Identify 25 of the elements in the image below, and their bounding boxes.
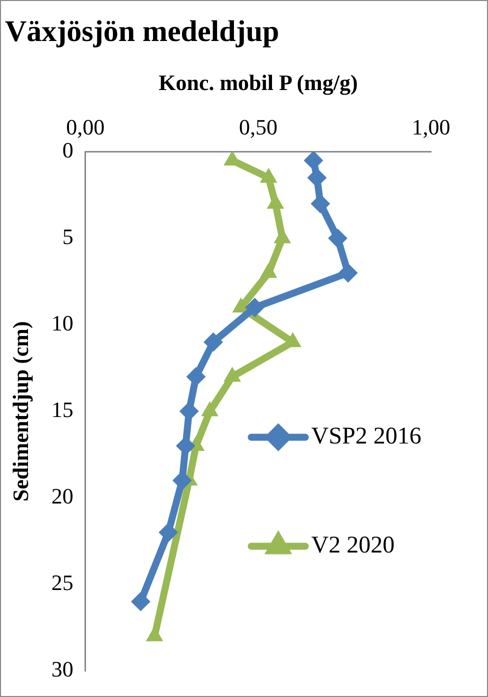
point: [245, 298, 264, 317]
y-axis-title: Sedimentdjup (cm): [8, 321, 33, 502]
point: [310, 194, 330, 214]
point: [338, 263, 358, 282]
y-tick-label: 10: [51, 310, 74, 336]
point: [158, 522, 178, 542]
point: [131, 592, 150, 612]
legend-label: V2 2020: [311, 532, 395, 559]
legend-label: VSP2 2016: [311, 424, 422, 450]
x-tick-label: 0,50: [238, 114, 278, 140]
point: [260, 168, 277, 183]
y-tick-label: 15: [51, 397, 74, 422]
point: [304, 152, 323, 170]
x-axis-title: Konc. mobil P (mg/g): [158, 70, 358, 95]
y-tick-label: 5: [62, 224, 74, 250]
y-tick-label: 20: [51, 484, 74, 509]
x-tick-label: 1,00: [412, 114, 450, 140]
point: [328, 228, 348, 248]
y-tick-label: 30: [51, 656, 74, 682]
y-tick-label: 25: [51, 570, 74, 596]
chart-title: Växjösjön medeldjup: [5, 14, 280, 48]
x-tick-label: 0,00: [66, 114, 105, 140]
point: [204, 332, 223, 352]
y-tick-label: 0: [62, 138, 74, 163]
point: [186, 367, 206, 386]
